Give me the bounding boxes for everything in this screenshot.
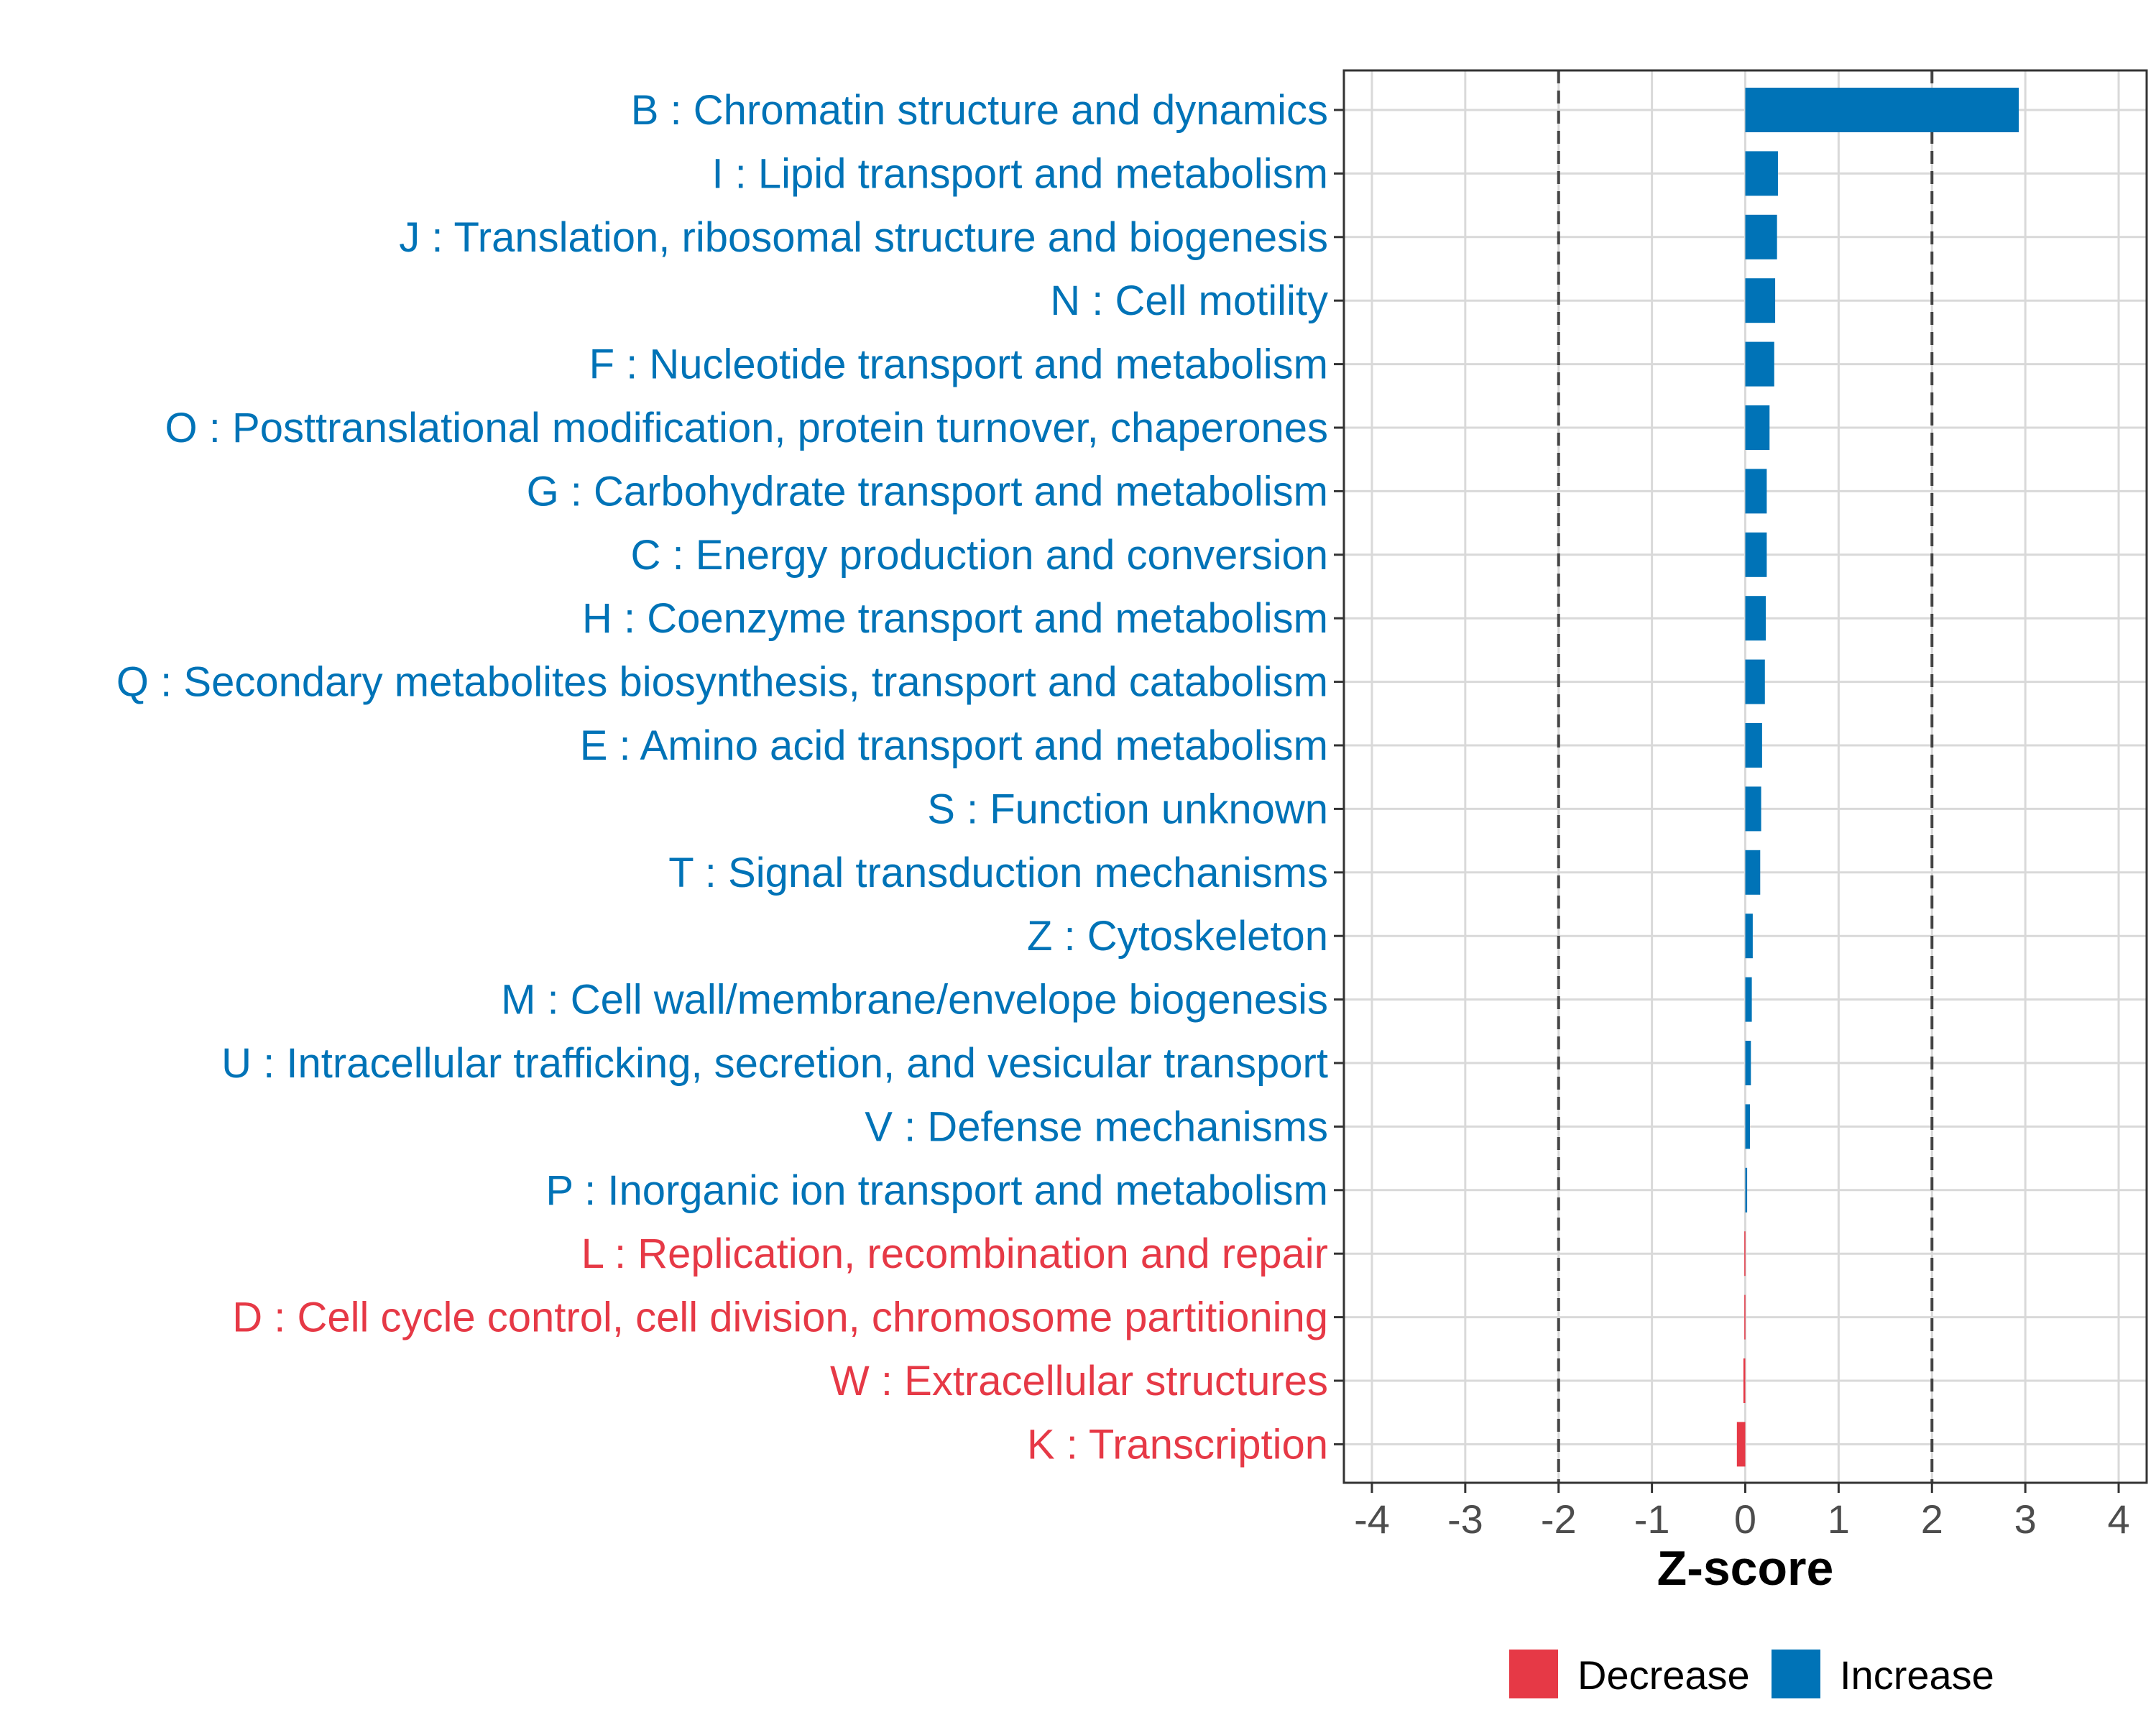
bar: [1745, 659, 1765, 704]
category-label: D : Cell cycle control, cell division, c…: [232, 1294, 1328, 1341]
bar: [1745, 1041, 1751, 1085]
legend-swatch: [1509, 1650, 1558, 1698]
category-label: F : Nucleotide transport and metabolism: [589, 341, 1328, 388]
category-label: V : Defense mechanisms: [865, 1103, 1328, 1150]
category-label: Q : Secondary metabolites biosynthesis, …: [116, 659, 1328, 706]
bar: [1745, 341, 1774, 387]
bar: [1745, 786, 1761, 832]
category-label: Z : Cytoskeleton: [1027, 913, 1328, 960]
legend-label: Increase: [1840, 1652, 1994, 1698]
bar: [1744, 1294, 1746, 1340]
bar: [1745, 1104, 1750, 1149]
bar: [1744, 1231, 1746, 1276]
bar: [1745, 1167, 1748, 1213]
bar: [1736, 1422, 1746, 1467]
bar: [1745, 214, 1777, 259]
bar: [1745, 151, 1778, 196]
bar: [1745, 469, 1767, 514]
bar: [1745, 405, 1770, 450]
bar: [1745, 532, 1767, 577]
y-axis: B : Chromatin structure and dynamics I : …: [116, 87, 1344, 1468]
legend: Decrease Increase: [1509, 1650, 1994, 1698]
x-tick-label: -1: [1634, 1496, 1670, 1542]
reference-lines: [1557, 70, 1934, 1483]
bar: [1745, 850, 1761, 895]
bar: [1745, 977, 1752, 1022]
category-label: I : Lipid transport and metabolism: [711, 150, 1328, 197]
x-tick-label: 0: [1734, 1496, 1756, 1542]
x-tick-label: 3: [2014, 1496, 2037, 1542]
category-label: K : Transcription: [1027, 1421, 1328, 1468]
legend-swatch: [1772, 1650, 1820, 1698]
bar: [1745, 914, 1753, 959]
category-label: N : Cell motility: [1050, 277, 1328, 324]
category-label: G : Carbohydrate transport and metabolis…: [527, 468, 1328, 515]
category-label: W : Extracellular structures: [830, 1358, 1328, 1404]
category-label: C : Energy production and conversion: [631, 532, 1328, 579]
category-label: J : Translation, ribosomal structure and…: [399, 214, 1328, 261]
category-label: L : Replication, recombination and repai…: [581, 1230, 1328, 1277]
category-label: H : Coenzyme transport and metabolism: [582, 595, 1328, 642]
category-label: O : Posttranslational modification, prot…: [165, 405, 1328, 451]
x-tick-label: -2: [1541, 1496, 1577, 1542]
category-label: M : Cell wall/membrane/envelope biogenes…: [501, 977, 1328, 1024]
bar: [1745, 596, 1766, 641]
x-tick-label: 1: [1828, 1496, 1850, 1542]
category-label: U : Intracellular trafficking, secretion…: [221, 1040, 1328, 1087]
category-label: B : Chromatin structure and dynamics: [631, 87, 1328, 134]
x-tick-label: 2: [1921, 1496, 1943, 1542]
bars: [1736, 88, 2019, 1467]
category-label: S : Function unknown: [927, 786, 1328, 832]
bar: [1745, 88, 2019, 132]
x-tick-label: 4: [2107, 1496, 2129, 1542]
bar: [1745, 723, 1762, 768]
category-label: E : Amino acid transport and metabolism: [580, 722, 1328, 769]
x-axis-title: Z-score: [1657, 1541, 1834, 1596]
x-axis: -4 -3 -2 -1 0 1 2 3 4: [1354, 1483, 2130, 1542]
legend-label: Decrease: [1577, 1652, 1750, 1698]
x-tick-label: -4: [1354, 1496, 1390, 1542]
x-tick-label: -3: [1447, 1496, 1483, 1542]
category-label: P : Inorganic ion transport and metaboli…: [545, 1167, 1328, 1214]
bar: [1745, 278, 1776, 323]
category-label: T : Signal transduction mechanisms: [668, 850, 1328, 896]
bar: [1743, 1358, 1746, 1403]
